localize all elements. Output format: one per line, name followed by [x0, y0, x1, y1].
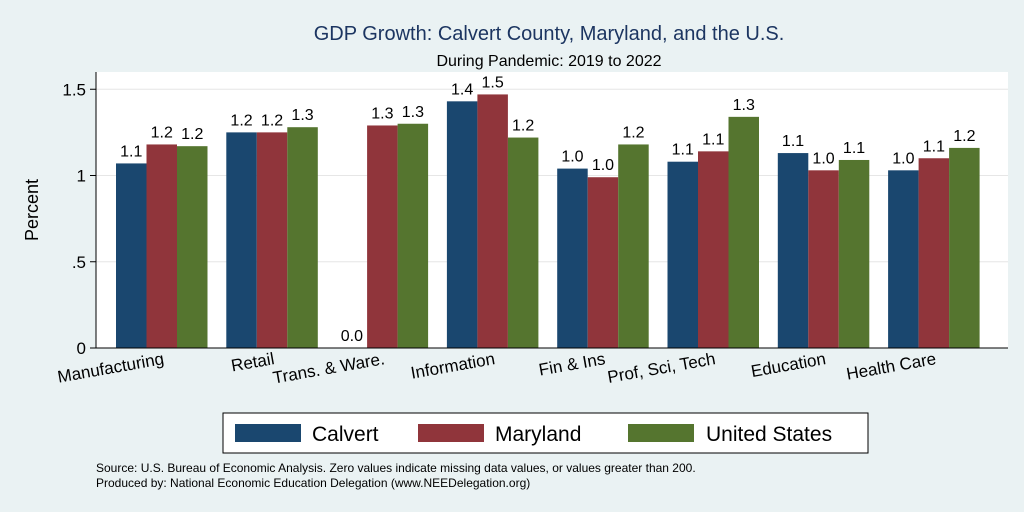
legend-swatch-calvert — [235, 424, 301, 442]
legend-swatch-united-states — [628, 424, 694, 442]
bar — [397, 123, 429, 348]
data-label: 1.2 — [261, 112, 283, 129]
legend: Calvert Maryland United States — [222, 412, 869, 454]
data-label: 1.1 — [843, 140, 865, 157]
chart-subtitle: During Pandemic: 2019 to 2022 — [436, 53, 661, 70]
bar — [808, 170, 839, 348]
x-tick-label: Education — [749, 349, 827, 381]
data-label: 1.2 — [622, 124, 644, 141]
bar — [667, 161, 698, 348]
x-tick-label: Fin & Ins — [537, 349, 606, 379]
y-tick-label: 1 — [77, 167, 86, 186]
bar — [949, 147, 980, 348]
bar — [177, 146, 208, 348]
bar — [587, 177, 619, 348]
bar — [367, 125, 398, 348]
y-tick-label: 0 — [77, 339, 86, 358]
data-label: 1.2 — [953, 128, 975, 145]
bar — [287, 127, 318, 348]
bar — [918, 158, 950, 348]
x-tick-label: Information — [409, 349, 496, 382]
bar — [477, 94, 508, 348]
data-label: 0.0 — [341, 328, 363, 345]
x-tick-label: Prof, Sci, Tech — [606, 349, 717, 387]
bar — [888, 170, 919, 348]
data-label: 1.5 — [482, 74, 504, 91]
data-label: 1.3 — [402, 104, 424, 121]
bar — [728, 116, 759, 348]
legend-label-calvert: Calvert — [312, 423, 379, 446]
bar — [226, 132, 257, 348]
data-label: 1.2 — [230, 112, 252, 129]
data-label: 1.0 — [561, 149, 583, 166]
bar — [256, 132, 288, 348]
data-label: 1.0 — [812, 150, 834, 167]
data-label: 1.1 — [702, 131, 724, 148]
legend-label-united-states: United States — [706, 423, 832, 446]
x-tick-label: Manufacturing — [56, 349, 165, 386]
data-label: 1.3 — [371, 105, 393, 122]
bar — [146, 144, 177, 348]
bar — [557, 168, 588, 348]
y-axis: 0 .5 1 1.5 — [62, 72, 97, 358]
y-tick-label: 1.5 — [62, 80, 86, 99]
bar — [698, 151, 729, 348]
legend-swatch-maryland — [418, 424, 484, 442]
x-tick-label: Trans. & Ware. — [271, 349, 386, 387]
produced-by-note: Produced by: National Economic Education… — [96, 476, 530, 490]
x-tick-label: Retail — [230, 349, 276, 375]
data-label: 1.2 — [512, 118, 534, 135]
data-label: 1.0 — [892, 150, 914, 167]
data-label: 1.3 — [733, 97, 755, 114]
source-note: Source: U.S. Bureau of Economic Analysis… — [96, 461, 696, 475]
bar — [777, 153, 809, 348]
data-labels: 1.1 1.2 1.2 1.2 1.2 1.3 0.0 1.3 1.3 1.4 1.5 1.2 1.0 1… — [120, 74, 975, 345]
bar — [507, 137, 539, 348]
legend-box — [222, 412, 869, 454]
bar — [838, 159, 870, 348]
y-axis-label: Percent — [22, 179, 42, 241]
data-label: 1.1 — [923, 138, 945, 155]
data-label: 1.2 — [151, 124, 173, 141]
bar — [116, 163, 147, 348]
chart-title: GDP Growth: Calvert County, Maryland, an… — [314, 23, 785, 45]
data-label: 1.1 — [120, 143, 142, 160]
data-label: 1.0 — [592, 157, 614, 174]
data-label: 1.3 — [291, 107, 313, 124]
x-tick-label: Health Care — [845, 349, 938, 383]
y-tick-label: .5 — [72, 253, 86, 272]
data-label: 1.1 — [782, 133, 804, 150]
bars — [116, 94, 980, 348]
bar — [618, 144, 649, 348]
data-label: 1.1 — [672, 142, 694, 159]
bar — [446, 101, 478, 348]
legend-label-maryland: Maryland — [495, 423, 581, 446]
data-label: 1.4 — [451, 81, 473, 98]
data-label: 1.2 — [181, 126, 203, 143]
